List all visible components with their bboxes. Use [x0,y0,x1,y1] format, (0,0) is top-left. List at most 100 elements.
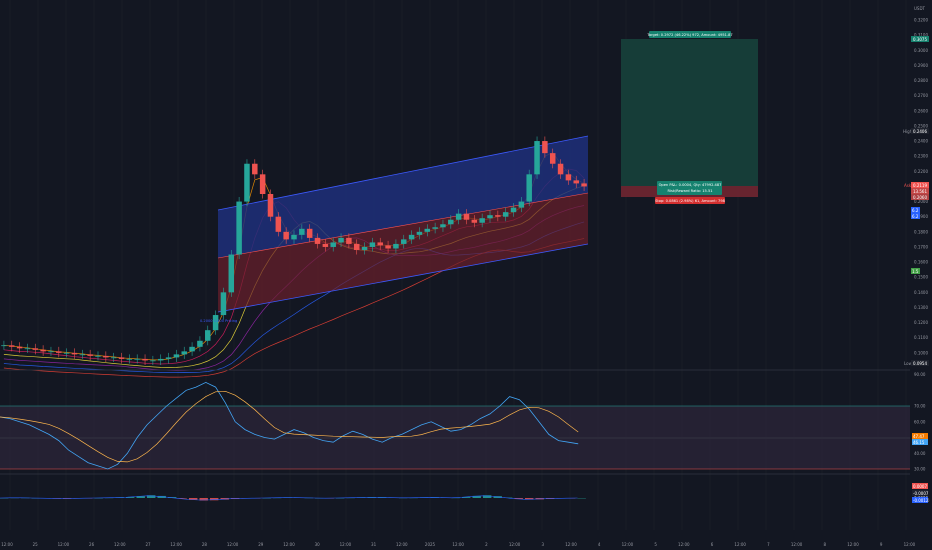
price-tick-label: 0.2800 [914,78,928,83]
time-tick-label: 12:00 [452,542,464,547]
candle-body [526,174,532,202]
candle-body [197,340,203,347]
price-tick-label: 0.2400 [914,139,928,144]
candle-body [212,315,219,331]
candle-body [189,346,195,352]
time-tick-label: 12:00 [904,542,916,547]
time-tick-label: 9 [880,542,883,547]
candle-body [118,357,125,359]
time-tick-label: 12:00 [847,542,859,547]
price-tick-label: 0.2200 [914,169,928,174]
candle-body [157,358,164,361]
macd-bar [472,495,481,498]
time-tick-label: 5 [654,542,657,547]
candle-body [150,360,156,362]
long-position-tool[interactable]: Target: 0.2972 (46.22%) 972, Amount: 495… [621,31,758,204]
candle-body [306,228,313,238]
time-tick-label: 8 [824,542,827,547]
candle-body [40,349,46,352]
time-tick-label: 3 [542,542,545,547]
candle-body [369,242,376,247]
candle-body [479,218,485,223]
time-tick-label: 25 [33,542,39,547]
macd-bar [126,497,135,498]
regression-channel [217,135,589,313]
channel-note: 0.2000 1.000 Pricing [200,319,237,323]
candle-body [471,219,478,223]
candle-body [9,345,15,347]
macd-bar [514,498,523,499]
candle-body [32,348,39,350]
price-tick-label: 0.1700 [914,244,928,249]
time-tick-label: 29 [258,542,264,547]
macd-line [0,495,578,501]
candle-body [228,254,235,293]
candle-body [393,243,399,249]
price-axis[interactable]: USDT 0.3200 0.3100 0.3000 0.2900 0.2800 0.270… [914,6,928,355]
rsi-indicator [0,381,579,470]
candle-body [401,239,407,244]
stop-label: Stop: 0.0861 (2.98%) 61, Amount: 798 [655,199,726,203]
time-tick-label: 31 [371,542,377,547]
price-tick-label: 0.1400 [914,290,928,295]
macd-bar [483,495,492,498]
time-tick-label: 12:00 [622,542,634,547]
high-price-tag: High 0.2406 [903,128,929,134]
candle-body [361,246,368,250]
candle-body [259,174,266,194]
time-tick-label: 28 [202,542,208,547]
candle-body [56,351,62,353]
candle-body [502,212,509,217]
price-tick-label: 0.1900 [914,214,928,219]
price-tick-label: 0.2500 [914,123,928,128]
candle-body [377,242,383,246]
candle-body [448,219,454,225]
candle-body [244,163,250,202]
candle-body [534,141,540,175]
ask-price-tag: Ask 0.2119 13.561 0.2060 [904,182,929,200]
candle-body [252,163,258,175]
candle-body [314,237,321,244]
ask-label: Ask [904,183,912,188]
rsi-tick-label: 90.00 [914,372,926,377]
candle-body [518,201,525,208]
time-tick-label: 2 [485,542,488,547]
price-tick-label: 0.3000 [914,48,928,53]
time-axis[interactable]: 12:00 25 12:00 26 12:00 27 12:00 28 12:00 29 12:00… [1,542,915,547]
price-tick-label: 0.1800 [914,229,928,234]
candle-body [16,346,23,349]
price-tick-label: 0.1100 [914,335,928,340]
channel-upper-zone [218,136,588,258]
rsi-axis: 90.00 70.00 60.00 40.00 30.00 [914,372,926,472]
candle-body [236,201,242,255]
channel-mid-line [217,192,589,259]
currency-label: USDT [914,6,926,11]
macd-bar [210,498,219,501]
candle-body [275,216,282,232]
pnl-label-box [657,181,722,195]
candle-body [510,207,517,213]
candle-body [24,348,31,350]
candle-body [1,345,7,347]
macd-value-b: -0.0007 [913,491,929,496]
candle-body [87,354,93,356]
target-label-box [649,31,731,38]
candle-body [299,228,305,235]
candle-body [322,243,329,247]
candle-body [79,354,86,356]
time-tick-label: 12:00 [396,542,408,547]
time-tick-label: 12:00 [565,542,577,547]
badge-a: 6.2 [912,208,919,213]
time-tick-label: 4 [598,542,601,547]
candle-body [353,243,360,250]
candle-body [103,355,109,358]
time-tick-label: 2025 [425,542,436,547]
price-tick-label: 0.2900 [914,63,928,68]
price-tick-label: 0.2700 [914,93,928,98]
candle-body [142,358,148,361]
time-tick-label: 12:00 [170,542,182,547]
candle-body [267,194,274,217]
candle-body [63,352,70,354]
macd-bar [462,497,471,498]
